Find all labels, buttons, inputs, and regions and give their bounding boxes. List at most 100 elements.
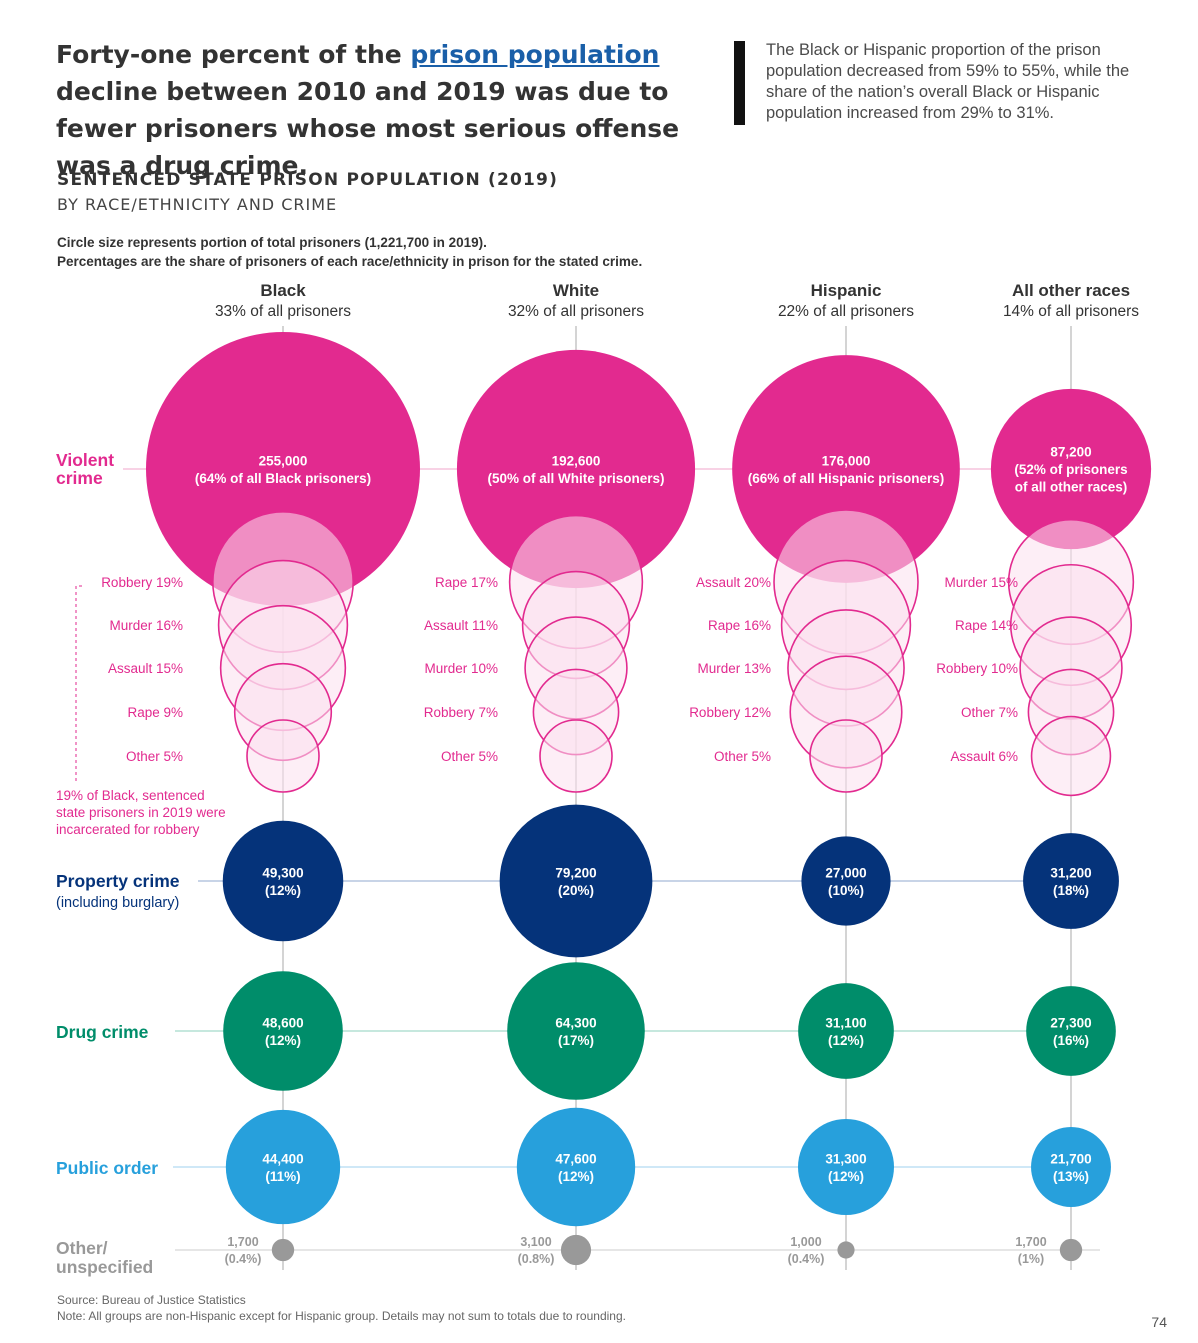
value-label-public-black: 44,400 (262, 1151, 303, 1166)
pull-quote: The Black or Hispanic proportion of the … (766, 41, 1130, 122)
bubble-public-hispanic (798, 1119, 894, 1215)
value-label-property-all-other-races: 31,200 (1050, 865, 1091, 880)
bubble-public-all-other-races (1031, 1127, 1111, 1207)
sub-label-hispanic-assault: Assault 20% (696, 575, 771, 590)
sub-bubble-hispanic-other (809, 719, 883, 793)
value-label-violent-black: 255,000 (259, 453, 308, 468)
pct-label-public-black: (11%) (265, 1169, 300, 1184)
chart-subtitle: BY RACE/ETHNICITY AND CRIME (57, 195, 338, 214)
pct-label-other-black: (0.4%) (225, 1252, 262, 1266)
group-share-white: 32% of all prisoners (508, 303, 644, 320)
page-number: 74 (1151, 1314, 1167, 1330)
group-header-white: White (553, 281, 599, 300)
sub-label-all-other-races-assault: Assault 6% (950, 749, 1018, 764)
pct-label-violent-white: (50% of all White prisoners) (487, 471, 664, 486)
headline: Forty-one percent of the prison populati… (56, 36, 706, 184)
row-label-other-2: unspecified (56, 1257, 153, 1277)
sub-label-black-murder: Murder 16% (109, 618, 183, 633)
annotation-text-2: state prisoners in 2019 were (56, 805, 226, 820)
annotation-text-1: 19% of Black, sentenced (56, 788, 205, 803)
bubble-property-black (222, 820, 344, 942)
quote-bar (734, 41, 745, 125)
pct-label-violent-black: (64% of all Black prisoners) (195, 471, 371, 486)
value-label-public-all-other-races: 21,700 (1050, 1151, 1091, 1166)
value-label-drug-hispanic: 31,100 (825, 1015, 866, 1030)
bubble-public-black (225, 1109, 341, 1225)
pct-label-violent-all-other-races: (52% of prisoners (1014, 462, 1127, 477)
value-label-other-white: 3,100 (520, 1235, 551, 1249)
sub-label-white-murder: Murder 10% (424, 661, 498, 676)
chart-notes: Circle size represents portion of total … (57, 233, 642, 271)
value-label-other-black: 1,700 (227, 1235, 258, 1249)
prison-population-link[interactable]: prison population (410, 40, 660, 69)
value-label-property-hispanic: 27,000 (825, 865, 866, 880)
bubble-other-black (271, 1238, 295, 1262)
sub-label-hispanic-murder: Murder 13% (697, 661, 771, 676)
value-label-drug-black: 48,600 (262, 1015, 303, 1030)
sub-label-hispanic-robbery: Robbery 12% (689, 705, 771, 720)
value-label-property-white: 79,200 (555, 865, 596, 880)
sub-bubble-all-other-races-assault (1030, 715, 1112, 797)
annotation-bracket (75, 585, 82, 782)
sub-label-all-other-races-other: Other 7% (961, 705, 1018, 720)
value-label-other-all-other-races: 1,700 (1015, 1235, 1046, 1249)
value-label-violent-hispanic: 176,000 (822, 453, 871, 468)
headline-text-end: decline between 2010 and 2019 was due to… (56, 77, 680, 180)
pct-label-drug-hispanic: (12%) (828, 1033, 864, 1048)
group-header-black: Black (260, 281, 306, 300)
pct-label-public-hispanic: (12%) (828, 1169, 864, 1184)
bubble-other-white (560, 1234, 592, 1266)
group-share-black: 33% of all prisoners (215, 303, 351, 320)
row-label-property-sub: (including burglary) (56, 895, 179, 911)
value-label-public-white: 47,600 (555, 1151, 596, 1166)
sub-label-white-assault: Assault 11% (424, 618, 498, 633)
bubble-violent-hispanic (732, 355, 960, 583)
pct-label-other-white: (0.8%) (518, 1252, 555, 1266)
sub-label-all-other-races-rape: Rape 14% (955, 618, 1018, 633)
sub-label-all-other-races-robbery: Robbery 10% (936, 661, 1018, 676)
sub-label-black-assault: Assault 15% (108, 661, 183, 676)
row-label-violent: Violent (56, 450, 114, 470)
pct-label-violent-hispanic: (66% of all Hispanic prisoners) (748, 471, 945, 486)
bubble-drug-all-other-races (1026, 986, 1116, 1076)
group-header-hispanic: Hispanic (811, 281, 882, 300)
bubble-violent-black (146, 332, 420, 606)
value-label-other-hispanic: 1,000 (790, 1235, 821, 1249)
value-label-public-hispanic: 31,300 (825, 1151, 866, 1166)
sub-label-white-rape: Rape 17% (435, 575, 498, 590)
pct-label-other-all-other-races: (1%) (1018, 1252, 1044, 1266)
footnote-line: Note: All groups are non-Hispanic except… (57, 1309, 626, 1323)
value-label-violent-white: 192,600 (552, 453, 601, 468)
sub-bubble-white-other (539, 719, 613, 793)
headline-text-start: Forty-one percent of the (56, 40, 411, 69)
bubble-drug-hispanic (798, 983, 894, 1079)
annotation-text-3: incarcerated for robbery (56, 822, 200, 837)
row-label-other: Other/ (56, 1238, 108, 1258)
sub-label-white-other: Other 5% (441, 749, 498, 764)
bubble-public-white (516, 1107, 636, 1227)
sub-label-white-robbery: Robbery 7% (424, 705, 498, 720)
pct-label-public-white: (12%) (558, 1169, 594, 1184)
bubble-property-white (499, 804, 653, 958)
pct-label-public-all-other-races: (13%) (1053, 1169, 1089, 1184)
pct-label-violent-all-other-races-2: of all other races) (1015, 480, 1128, 495)
bubble-drug-black (223, 971, 343, 1091)
pct-label-other-hispanic: (0.4%) (788, 1252, 825, 1266)
group-share-hispanic: 22% of all prisoners (778, 303, 914, 320)
bubble-other-all-other-races (1059, 1238, 1083, 1262)
bubble-violent-white (456, 349, 696, 589)
bubble-violent-all-other-races (990, 388, 1152, 550)
sub-label-black-robbery: Robbery 19% (101, 575, 183, 590)
row-label-property: Property crime (56, 871, 180, 891)
source-notes: Source: Bureau of Justice Statistics Not… (57, 1292, 626, 1324)
pct-label-drug-white: (17%) (558, 1033, 594, 1048)
value-label-property-black: 49,300 (262, 865, 303, 880)
pct-label-drug-all-other-races: (16%) (1053, 1033, 1089, 1048)
row-label-public: Public order (56, 1158, 158, 1178)
row-label-drug: Drug crime (56, 1022, 149, 1042)
chart-note-percent: Percentages are the share of prisoners o… (57, 254, 643, 269)
pct-label-drug-black: (12%) (265, 1033, 301, 1048)
sub-label-hispanic-rape: Rape 16% (708, 618, 771, 633)
sub-label-black-other: Other 5% (126, 749, 183, 764)
